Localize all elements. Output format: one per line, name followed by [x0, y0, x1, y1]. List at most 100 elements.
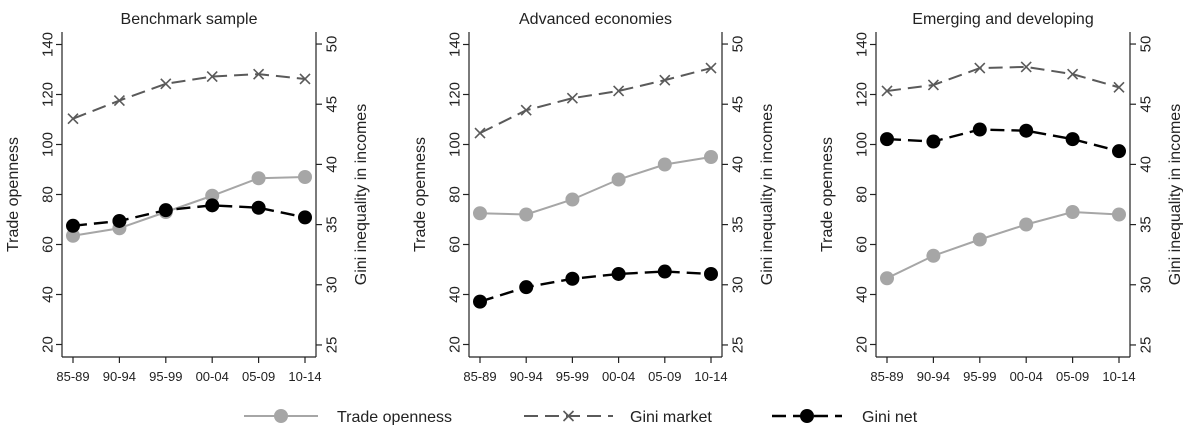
left-tick-label: 140 [447, 32, 464, 57]
right-tick-label: 35 [324, 216, 341, 233]
left-tick-label: 20 [447, 336, 464, 353]
series-line [479, 67, 712, 135]
data-point [473, 206, 487, 221]
right-axis-title: Gini inequality in incomes [759, 104, 776, 285]
data-point [881, 85, 893, 97]
data-point [299, 73, 311, 85]
series-line [479, 156, 712, 216]
left-tick-label: 20 [854, 336, 871, 353]
data-point [1067, 68, 1079, 80]
series-gini-market [474, 62, 717, 139]
x-tick-label: 10-14 [1102, 369, 1135, 384]
data-point [251, 200, 266, 215]
chart-panel-3: Emerging and developing 20 40 60 80 100 120 140… [819, 11, 1183, 384]
data-point [205, 188, 220, 203]
series-gini-net [473, 264, 718, 309]
series-line [72, 204, 306, 227]
series-gini-net [66, 198, 312, 233]
right-tick-label: 40 [1138, 156, 1155, 173]
right-axis-title: Gini inequality in incomes [1167, 104, 1183, 285]
data-point [880, 132, 894, 147]
right-tick-label: 45 [730, 96, 747, 113]
left-tick-label: 100 [447, 132, 464, 157]
left-tick-label: 20 [40, 336, 57, 353]
series-trade-openness [66, 170, 312, 243]
right-tick-label: 40 [730, 156, 747, 173]
data-point [972, 122, 987, 137]
left-tick-label: 120 [854, 82, 871, 107]
x-tick-label: 05-09 [1056, 369, 1089, 384]
x-tick-label: 00-04 [602, 369, 635, 384]
right-tick-label: 30 [324, 276, 341, 293]
data-point [1113, 81, 1125, 93]
series-line [72, 73, 306, 120]
data-point [474, 127, 486, 139]
right-tick-label: 45 [1138, 96, 1155, 113]
data-point [611, 266, 626, 281]
series-line [886, 128, 1120, 153]
data-point [659, 74, 671, 86]
x-tick-label: 10-14 [694, 369, 727, 384]
data-point [1065, 132, 1080, 147]
data-point [926, 134, 941, 149]
data-point [705, 62, 717, 74]
x-tick-label: 85-89 [870, 369, 903, 384]
right-tick-label: 25 [730, 337, 747, 354]
legend: Trade openness Gini market Gini net [244, 409, 918, 425]
data-point [704, 150, 718, 164]
data-point [566, 92, 578, 104]
right-tick-label: 50 [1138, 36, 1155, 53]
x-tick-label: 05-09 [242, 369, 275, 384]
right-tick-label: 35 [730, 216, 747, 233]
left-tick-label: 60 [40, 236, 57, 253]
legend-item-gini-market: Gini market [524, 409, 712, 425]
x-tick-label: 95-99 [556, 369, 589, 384]
legend-label: Gini market [630, 409, 712, 425]
right-tick-label: 25 [324, 337, 341, 354]
data-point [704, 266, 718, 281]
data-point [657, 264, 672, 279]
data-point [112, 213, 127, 228]
panel-title: Emerging and developing [912, 11, 1093, 28]
right-tick-label: 30 [730, 276, 747, 293]
x-tick-label: 95-99 [149, 369, 182, 384]
left-tick-label: 140 [40, 32, 57, 57]
data-point [1019, 123, 1034, 138]
series-gini-net [880, 122, 1126, 159]
x-tick-label: 90-94 [103, 369, 136, 384]
legend-marker [274, 409, 288, 423]
x-tick-label: 90-94 [510, 369, 543, 384]
data-point [1020, 61, 1032, 73]
data-point [298, 210, 312, 225]
series-trade-openness [880, 205, 1126, 286]
legend-item-trade-openness: Trade openness [244, 409, 452, 425]
series-line [886, 65, 1120, 92]
x-tick-label: 95-99 [963, 369, 996, 384]
series-gini-market [67, 68, 311, 125]
data-point [160, 78, 172, 90]
legend-label: Gini net [862, 409, 918, 425]
right-tick-label: 30 [1138, 276, 1155, 293]
right-tick-label: 45 [324, 96, 341, 113]
data-point [298, 170, 312, 184]
left-tick-label: 140 [854, 32, 871, 57]
x-tick-label: 00-04 [196, 369, 229, 384]
left-tick-label: 40 [40, 286, 57, 303]
data-point [611, 172, 626, 187]
data-point [613, 85, 625, 97]
right-tick-label: 50 [324, 36, 341, 53]
x-tick-label: 90-94 [917, 369, 950, 384]
right-axis-title: Gini inequality in incomes [353, 104, 370, 285]
left-tick-label: 120 [40, 82, 57, 107]
data-point [974, 62, 986, 74]
data-point [205, 198, 220, 213]
data-point [66, 218, 80, 233]
x-tick-label: 10-14 [288, 369, 321, 384]
data-point [926, 248, 941, 263]
left-tick-label: 100 [40, 132, 57, 157]
data-point [67, 113, 79, 125]
legend-marker [562, 410, 575, 422]
data-point [113, 95, 125, 107]
right-tick-label: 50 [730, 36, 747, 53]
